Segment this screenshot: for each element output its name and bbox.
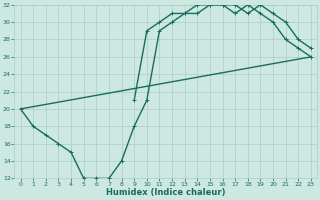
X-axis label: Humidex (Indice chaleur): Humidex (Indice chaleur) (106, 188, 226, 197)
